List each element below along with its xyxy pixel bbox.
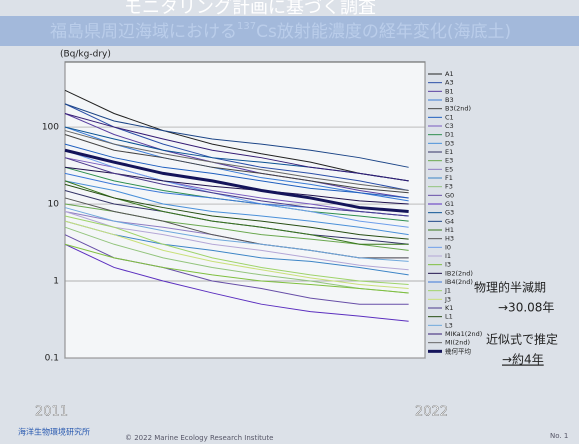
- legend-label: I0: [445, 243, 451, 251]
- legend-label: C1: [445, 113, 454, 121]
- legend-label: K1: [445, 304, 453, 312]
- legend-label: E3: [445, 157, 453, 165]
- legend-label: G4: [445, 217, 454, 225]
- legend-label: L3: [445, 321, 453, 329]
- legend-label: A1: [445, 70, 454, 78]
- legend-label: H3: [445, 235, 454, 243]
- legend-label: F3: [445, 183, 453, 191]
- title-band: [0, 16, 579, 46]
- y-axis-label: (Bq/kg-dry): [60, 50, 111, 60]
- plot-area: [65, 62, 425, 358]
- legend-label: I1: [445, 252, 451, 260]
- legend-label: MIKa1(2nd): [445, 330, 482, 338]
- y-tick-label: 100: [42, 123, 59, 133]
- note: 近似式で推定: [486, 332, 558, 347]
- legend-label: A3: [445, 79, 454, 87]
- legend-label: C3: [445, 122, 454, 130]
- legend-label: J3: [444, 295, 451, 303]
- legend-label: IB4(2nd): [445, 278, 473, 286]
- legend-label: G0: [445, 191, 454, 199]
- title-top: モニタリング計画に基づく調査: [124, 0, 376, 18]
- x-tick-label: 2011: [35, 405, 68, 420]
- note: →30.08年: [498, 301, 554, 315]
- legend-label: I3: [445, 261, 451, 269]
- legend-label: IB2(2nd): [445, 269, 473, 277]
- legend-label: B3(2nd): [445, 105, 471, 113]
- legend-label: G3: [445, 209, 454, 217]
- slide: モニタリング計画に基づく調査 福島県周辺海域における137Cs放射能濃度の経年変…: [0, 0, 579, 444]
- y-tick-label: 10: [48, 200, 60, 210]
- legend-label: D1: [445, 131, 454, 139]
- legend-label: B3: [445, 96, 454, 104]
- legend-label: 幾何平均: [445, 346, 472, 355]
- legend-label: B1: [445, 87, 454, 95]
- legend-label: F1: [445, 174, 453, 182]
- y-tick-label: 1: [53, 277, 59, 287]
- legend-label: J1: [444, 287, 451, 295]
- footer-org: 海洋生物環境研究所: [18, 427, 90, 437]
- legend-label: MI(2nd): [445, 339, 470, 347]
- legend-label: E5: [445, 165, 453, 173]
- footer-page: No. 1: [550, 432, 568, 440]
- legend-label: E1: [445, 148, 453, 156]
- footer-copyright: © 2022 Marine Ecology Research Institute: [125, 434, 273, 442]
- x-tick-label: 2022: [415, 405, 448, 420]
- legend-label: L1: [445, 313, 453, 321]
- legend-label: G1: [445, 200, 454, 208]
- legend-label: D3: [445, 139, 454, 147]
- note: 物理的半減期: [474, 280, 546, 295]
- note: →約4年: [502, 352, 544, 367]
- y-tick-label: 0.1: [45, 354, 59, 364]
- legend-label: H1: [445, 226, 454, 234]
